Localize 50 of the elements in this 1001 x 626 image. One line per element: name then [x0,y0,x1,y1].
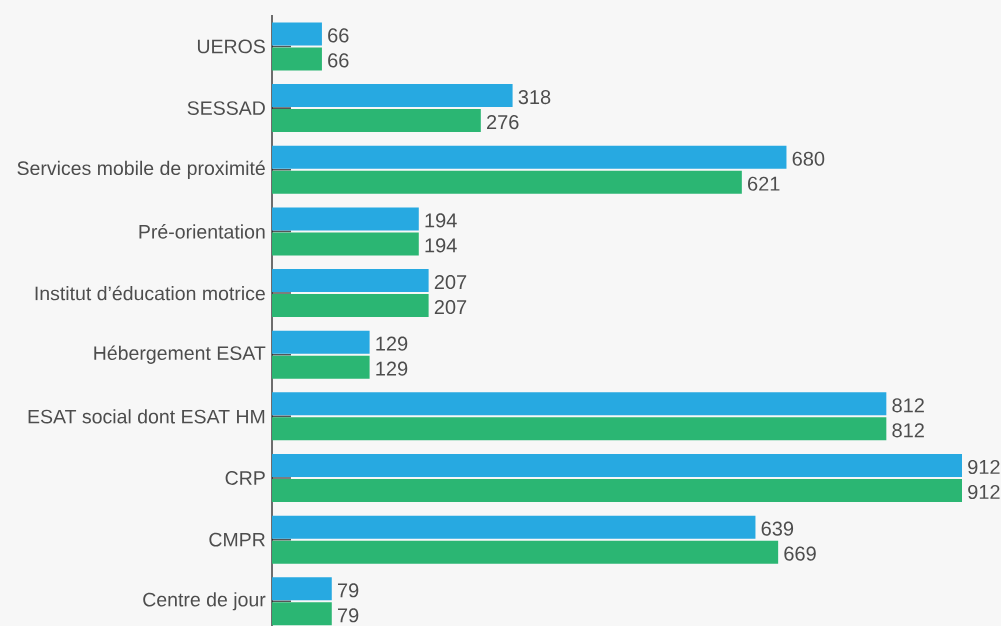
y-tick-label: Centre de jour [143,592,266,611]
data-label: 129 [376,361,408,376]
y-tick-label: CRP [225,471,265,485]
data-label: 912 [968,459,1000,475]
data-label: 639 [761,521,794,536]
data-label: 812 [892,423,924,438]
data-label: 129 [376,336,408,351]
bar [272,355,370,379]
data-label: 812 [892,398,924,413]
data-label: 276 [487,115,519,130]
data-label: 680 [792,151,825,166]
bar [272,392,887,416]
bar [272,269,429,293]
y-tick-label: SESSAD [187,101,265,115]
bar [272,478,962,502]
bar [272,577,332,601]
data-label: 912 [968,484,1000,500]
bar [272,602,332,626]
bar [272,232,419,256]
bar [272,207,419,231]
bar [272,540,779,564]
data-label: 79 [337,608,359,623]
y-tick-label: Hébergement ESAT [94,345,266,364]
y-tick-label: UEROS [197,39,265,54]
y-tick-label: ESAT social dont ESAT HM [28,409,265,424]
bar [272,47,322,71]
data-label: 207 [434,274,467,290]
bar [272,294,429,318]
data-label: 318 [518,90,551,105]
data-label: 621 [748,176,780,191]
bar [272,109,481,133]
y-tick-label: CMPR [209,532,265,547]
y-tick-label: Institut d’éducation motrice [35,285,265,301]
data-label: 669 [784,546,816,561]
data-label: 66 [328,28,349,43]
y-tick-label: Services mobile de proximité [17,160,265,179]
bar [272,453,962,477]
bar [272,145,787,169]
data-label: 66 [328,53,349,68]
data-label: 207 [434,299,467,315]
bar [272,417,887,441]
bar [272,170,742,194]
bar [272,22,322,46]
data-label: 194 [425,213,457,228]
y-tick-label: Pré-orientation [139,224,265,239]
bar [272,330,370,354]
bar [272,515,756,539]
bar [272,84,513,108]
data-label: 194 [425,238,457,253]
data-label: 79 [337,583,359,598]
